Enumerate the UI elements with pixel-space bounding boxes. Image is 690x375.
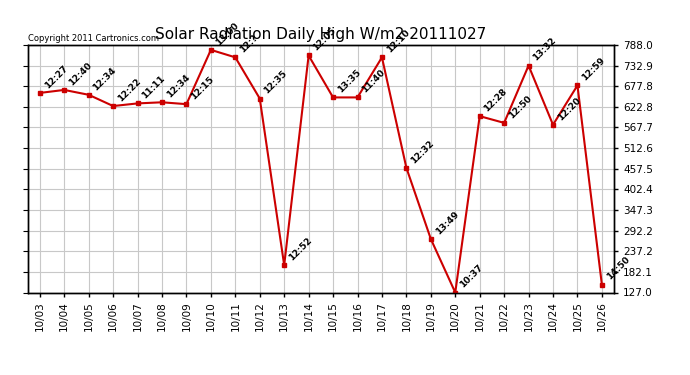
Text: Copyright 2011 Cartronics.com: Copyright 2011 Cartronics.com: [28, 33, 159, 42]
Text: 12:34: 12:34: [165, 73, 192, 99]
Text: 12:15: 12:15: [189, 75, 216, 101]
Text: 12:34: 12:34: [92, 65, 118, 92]
Text: 12:52: 12:52: [287, 236, 313, 262]
Text: 11:11: 11:11: [140, 74, 167, 100]
Text: 12:50: 12:50: [507, 94, 533, 120]
Text: 12:59: 12:59: [580, 56, 607, 82]
Text: 13:35: 13:35: [336, 68, 362, 94]
Text: 12:27: 12:27: [43, 63, 69, 90]
Text: 13:32: 13:32: [531, 36, 558, 63]
Text: 10:37: 10:37: [458, 263, 484, 290]
Text: 13:49: 13:49: [433, 209, 460, 236]
Text: 12:40: 12:40: [67, 60, 94, 87]
Text: 12:10: 12:10: [385, 28, 411, 55]
Title: Solar Radiation Daily High W/m2 20111027: Solar Radiation Daily High W/m2 20111027: [155, 27, 486, 42]
Text: 12:32: 12:32: [409, 138, 436, 165]
Text: 12:?: 12:?: [238, 33, 259, 55]
Text: 13:00: 13:00: [214, 21, 240, 47]
Text: 12:20: 12:20: [555, 96, 582, 122]
Text: 11:40: 11:40: [360, 68, 387, 94]
Text: 12:22: 12:22: [116, 76, 143, 103]
Text: 12:28: 12:28: [482, 87, 509, 113]
Text: 14:50: 14:50: [604, 255, 631, 282]
Text: 12:35: 12:35: [262, 69, 289, 96]
Text: 12:05: 12:05: [311, 26, 338, 53]
